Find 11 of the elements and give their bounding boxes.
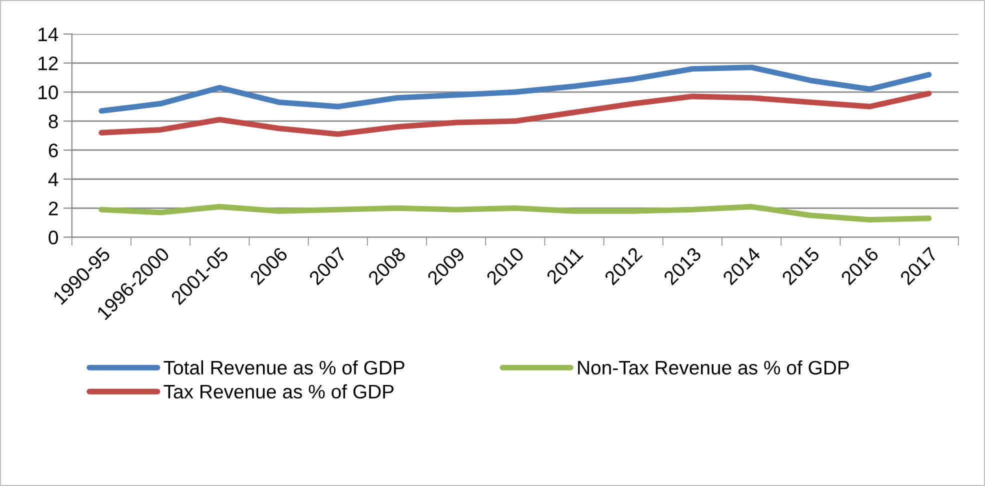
y-tick-label: 6 <box>48 144 58 158</box>
legend-label: Non-Tax Revenue as % of GDP <box>578 360 849 375</box>
y-tick-label: 14 <box>38 28 58 42</box>
y-tick-label: 12 <box>38 56 58 70</box>
y-tick-label: 4 <box>48 172 58 186</box>
y-tick-label: 2 <box>48 202 58 216</box>
y-tick-label: 10 <box>38 86 58 100</box>
y-tick-label: 0 <box>48 230 58 244</box>
y-tick-label: 8 <box>48 114 58 128</box>
legend-label: Total Revenue as % of GDP <box>164 360 404 375</box>
legend-label: Tax Revenue as % of GDP <box>164 384 394 399</box>
